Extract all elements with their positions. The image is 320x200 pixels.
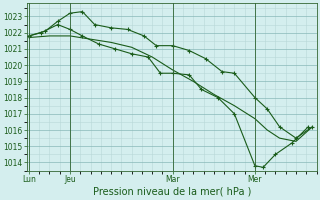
X-axis label: Pression niveau de la mer( hPa ): Pression niveau de la mer( hPa ) <box>92 187 251 197</box>
